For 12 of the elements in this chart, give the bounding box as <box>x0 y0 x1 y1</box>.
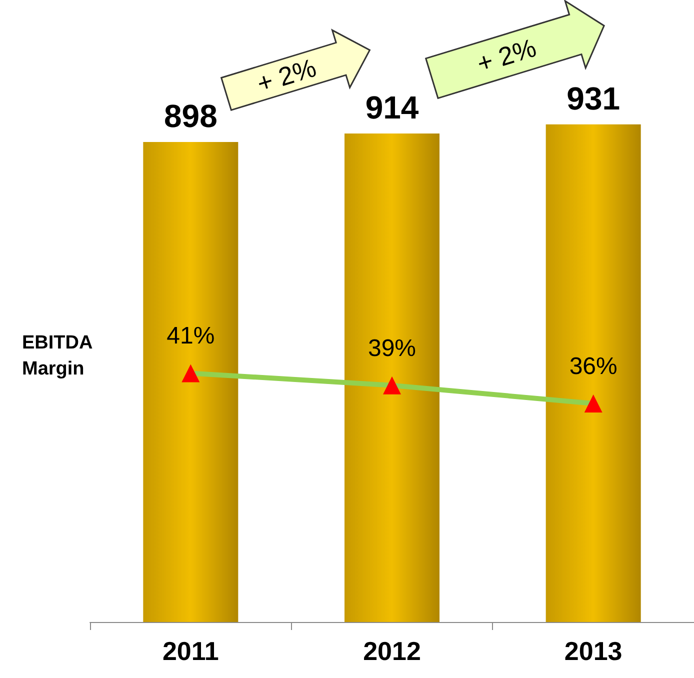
data-label: 41% <box>166 322 215 350</box>
x-tick-label: 2013 <box>564 636 622 666</box>
x-tick-label: 2011 <box>162 636 219 666</box>
data-label: 931 <box>566 80 620 116</box>
annotation: EBITDA Margin <box>22 332 93 380</box>
text: + 2% <box>473 32 540 79</box>
data-label: 36% <box>569 353 618 380</box>
x-tick-label: 2012 <box>363 636 421 666</box>
data-label: 39% <box>368 334 416 362</box>
data-label: 914 <box>365 89 419 126</box>
data-label: 898 <box>164 98 218 134</box>
text: + 2% <box>253 52 320 99</box>
